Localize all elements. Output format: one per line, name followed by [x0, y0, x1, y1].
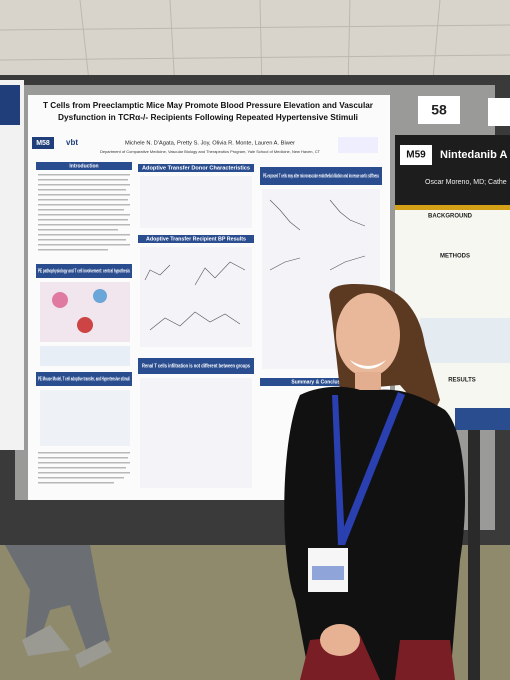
left-poster-header — [0, 85, 20, 125]
neighbor-title: Nintedanib A — [440, 149, 507, 161]
diagram-icon — [52, 292, 68, 308]
neighbor-id: M59 — [406, 150, 426, 161]
body-text-lines — [38, 174, 130, 251]
poster-title: Dysfunction in TCRα-/- Recipients Follow… — [58, 113, 358, 122]
stand-post — [468, 430, 480, 680]
figure — [140, 247, 252, 347]
section-title: Summary & Conclusions — [291, 379, 350, 385]
face — [336, 293, 400, 377]
yale-logo — [338, 137, 378, 153]
figure-plots — [269, 199, 366, 271]
shoe — [75, 640, 112, 668]
badge-logo — [312, 566, 344, 580]
board-bottom — [0, 500, 300, 540]
section-title: PE pathophysiology and T cell involvemen… — [38, 268, 130, 274]
diagram — [40, 390, 130, 446]
poster-id-box — [32, 137, 54, 149]
board-tag — [488, 98, 510, 126]
shoe — [22, 625, 70, 656]
affiliation: Department of Comparative Medicine, Vasc… — [100, 149, 321, 154]
board-tag — [418, 96, 460, 124]
diagram-icon — [77, 317, 93, 333]
section-header — [260, 378, 382, 386]
pants — [300, 635, 380, 680]
figure — [140, 378, 252, 488]
neighbor-id-box — [400, 145, 432, 165]
neck — [355, 372, 381, 394]
neighbor-section: RESULTS — [448, 378, 476, 384]
smile — [350, 360, 386, 369]
figure-plots — [144, 261, 246, 331]
diagram-icon — [93, 289, 107, 303]
figure — [140, 176, 252, 228]
pants — [395, 640, 455, 680]
left-poster — [0, 80, 24, 450]
section-header — [36, 264, 132, 278]
section-title: PE Mouse Model, T cell adoptive transfer… — [38, 376, 130, 382]
section-header — [138, 358, 254, 374]
lanyard — [332, 395, 345, 545]
section-title: PE-exposed T cells may alter microvascul… — [263, 173, 379, 179]
board-number: 58 — [431, 102, 447, 118]
section-header — [36, 162, 132, 170]
neighbor-footer — [455, 408, 510, 430]
lanyard — [338, 392, 405, 545]
section-title: Adoptive Transfer Recipient BP Results — [146, 236, 246, 242]
section-header — [138, 235, 254, 243]
logo: vbt — [66, 138, 78, 147]
neighbor-section: METHODS — [440, 254, 470, 260]
neighbor-section: BACKGROUND — [428, 214, 473, 220]
section-title: Renal T cells infiltration is not differ… — [142, 363, 250, 369]
bystander-legs — [5, 545, 110, 655]
poster-id: M58 — [36, 140, 50, 147]
body-text-lines — [38, 452, 130, 484]
neighbor-figure — [420, 318, 510, 363]
diagram — [40, 346, 130, 366]
neighbor-stripe — [395, 205, 510, 210]
section-title: Introduction — [69, 163, 98, 169]
section-header — [260, 167, 382, 185]
jacket — [284, 386, 465, 680]
section-header — [36, 372, 132, 386]
neighbor-authors: Oscar Moreno, MD; Cathe — [425, 179, 507, 186]
authors: Michele N. D'Agata, Pretty S. Joy, Olivi… — [125, 140, 295, 146]
poster-title: T Cells from Preeclamptic Mice May Promo… — [43, 101, 373, 110]
hands — [320, 624, 360, 656]
section-header — [138, 164, 254, 172]
section-title: Adoptive Transfer Donor Characteristics — [142, 165, 250, 171]
